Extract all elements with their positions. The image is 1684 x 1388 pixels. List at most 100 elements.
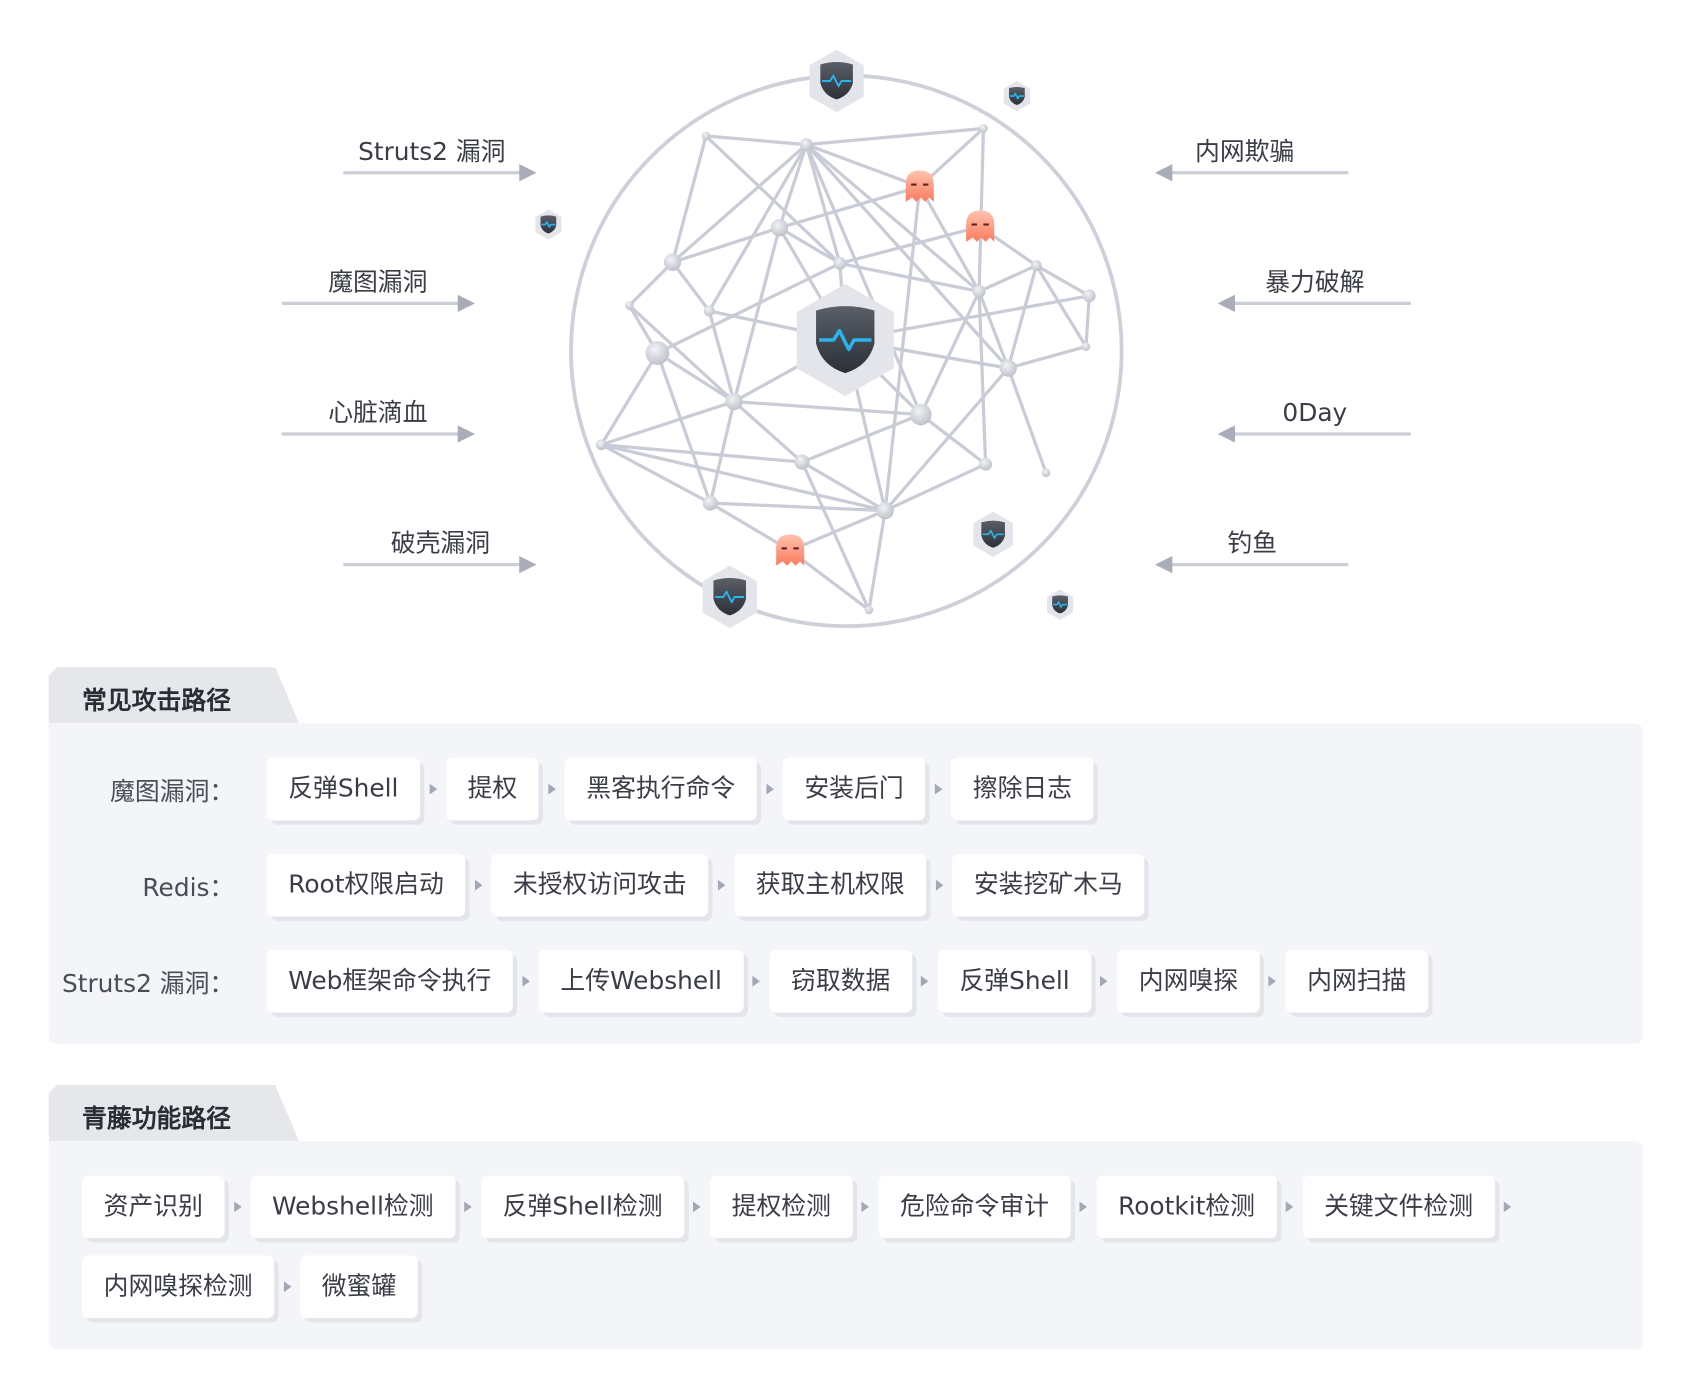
hexagon-shield-icon — [1003, 80, 1030, 112]
path-step[interactable]: Web框架命令执行 — [266, 949, 513, 1013]
arrow-right-icon — [343, 164, 537, 182]
network-link — [867, 510, 887, 611]
arrow-left-icon — [1155, 555, 1349, 574]
network-node — [833, 256, 847, 270]
step-arrow-icon — [757, 783, 783, 795]
network-nodes — [535, 49, 1096, 629]
step-arrow-icon — [708, 879, 734, 891]
network-link — [778, 226, 841, 265]
path-step[interactable]: 安装挖矿木马 — [952, 853, 1145, 917]
network-link — [600, 443, 886, 513]
path-step[interactable]: 上传Webshell — [538, 949, 744, 1013]
network-link — [1006, 367, 1048, 474]
network-link — [599, 352, 659, 446]
path-step[interactable]: 微蜜罐 — [300, 1255, 418, 1319]
step-arrow-icon — [1495, 1201, 1521, 1213]
attack-vector-label: 魔图漏洞 — [328, 267, 427, 296]
step-arrow-icon — [1260, 975, 1286, 987]
network-node — [794, 454, 810, 470]
path-step[interactable]: 黑客执行命令 — [564, 757, 757, 821]
step-arrow-icon — [1091, 975, 1117, 987]
attack-path-row: 魔图漏洞： 反弹Shell 提权 黑客执行命令 安装后门 擦除日志 — [49, 757, 1094, 821]
path-step[interactable]: 资产识别 — [82, 1175, 225, 1239]
attack-vector-label: 0Day — [1282, 398, 1347, 427]
network-node — [1030, 260, 1042, 271]
path-step[interactable]: 窃取数据 — [769, 949, 912, 1013]
path-step[interactable]: 内网扫描 — [1285, 949, 1429, 1013]
network-link — [655, 352, 712, 504]
path-step[interactable]: 关键文件检测 — [1302, 1175, 1495, 1239]
hexagon-shield-icon — [809, 49, 864, 113]
hexagon-shield-icon — [1047, 589, 1074, 620]
network-link — [672, 226, 780, 264]
network-link — [800, 461, 871, 611]
path-step[interactable]: 安装后门 — [782, 757, 926, 821]
attack-panel: 魔图漏洞： 反弹Shell 提权 黑客执行命令 安装后门 擦除日志 Redis： Root权限… — [48, 723, 1643, 1044]
network-node — [876, 501, 894, 520]
network-node — [1081, 342, 1091, 351]
path-step[interactable]: 获取主机权限 — [734, 853, 927, 917]
center-shield-icon — [796, 283, 894, 397]
network-node — [770, 219, 789, 237]
network-link — [977, 291, 988, 465]
arrow-right-icon — [281, 294, 475, 312]
step-arrow-icon — [853, 1201, 879, 1213]
step-arrow-icon — [684, 1201, 710, 1213]
step-arrow-icon — [539, 783, 565, 795]
network-link — [1007, 344, 1087, 370]
path-step[interactable]: 反弹Shell检测 — [481, 1175, 685, 1239]
path-step[interactable]: 内网嗅探 — [1117, 949, 1260, 1013]
network-link — [919, 290, 981, 416]
network-link — [801, 460, 887, 513]
arrow-right-icon — [281, 425, 475, 443]
network-link — [978, 264, 1037, 293]
path-step[interactable]: 提权检测 — [710, 1175, 853, 1239]
attack-path-label: Struts2 漏洞： — [61, 970, 235, 999]
network-link — [671, 143, 808, 264]
network-link — [1034, 264, 1088, 348]
qingteng-title: 青藤功能路径 — [82, 1105, 232, 1134]
path-step[interactable]: 反弹Shell — [937, 949, 1092, 1013]
network-node — [1082, 289, 1096, 303]
network-link — [804, 144, 923, 416]
path-step[interactable]: 危险命令审计 — [878, 1175, 1071, 1239]
network-link — [601, 443, 803, 464]
path-step[interactable]: Root权限启动 — [266, 853, 466, 917]
attack-path-row: Redis： Root权限启动 未授权访问攻击 获取主机权限 安装挖矿木马 — [49, 853, 1145, 917]
ghost-icon — [776, 534, 805, 566]
network-node — [979, 457, 993, 471]
hexagon-shield-icon — [535, 209, 562, 240]
attack-vector-label: 暴力破解 — [1265, 267, 1364, 296]
path-step[interactable]: 未授权访问攻击 — [491, 853, 709, 917]
network-link — [918, 185, 981, 293]
step-arrow-icon — [274, 1281, 300, 1293]
arrow-right-icon — [343, 555, 537, 574]
attack-vector-label: 心脏滴血 — [328, 398, 427, 427]
path-step[interactable]: Webshell检测 — [250, 1175, 456, 1239]
network-node — [979, 124, 988, 133]
network-link — [977, 128, 986, 292]
network-node — [864, 605, 874, 615]
network-link — [977, 290, 1010, 369]
network-node — [701, 131, 711, 141]
attack-path-label: Redis： — [142, 874, 235, 903]
step-arrow-icon — [744, 975, 770, 987]
step-arrow-icon — [420, 783, 446, 795]
path-step[interactable]: Rootkit检测 — [1096, 1175, 1277, 1239]
path-step[interactable]: 反弹Shell — [266, 757, 421, 821]
network-link — [778, 185, 921, 230]
network-link — [670, 135, 708, 263]
qingteng-tab: 青藤功能路径 — [48, 1084, 300, 1142]
network-link — [883, 367, 1010, 512]
attack-vector-label: Struts2 漏洞 — [358, 137, 505, 166]
network-link — [708, 401, 736, 504]
arrow-left-icon — [1155, 164, 1349, 182]
step-arrow-icon — [513, 975, 539, 987]
path-step[interactable]: 提权 — [445, 757, 539, 821]
network-node — [595, 439, 607, 451]
path-step[interactable]: 内网嗅探检测 — [82, 1255, 275, 1319]
path-step[interactable]: 擦除日志 — [951, 757, 1094, 821]
